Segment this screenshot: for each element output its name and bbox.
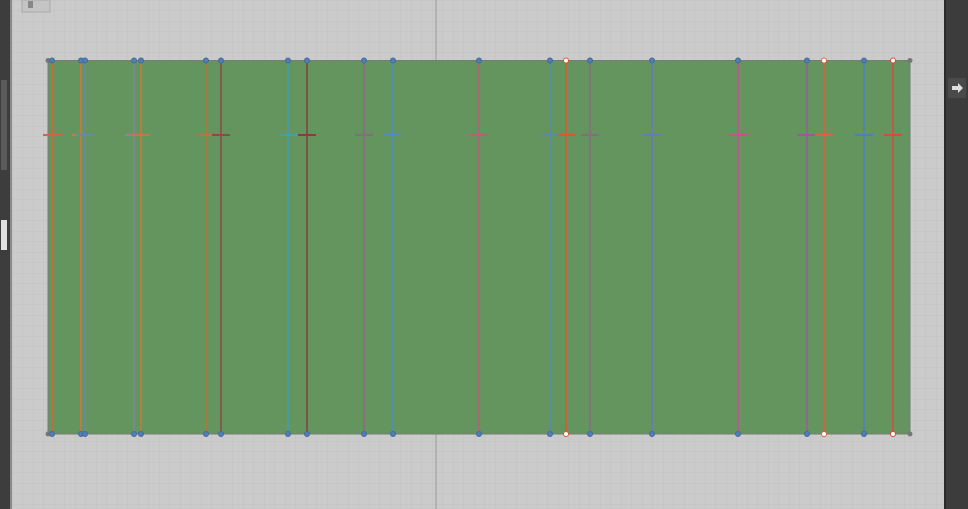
guide-handle xyxy=(82,431,88,437)
left-tab[interactable] xyxy=(1,220,7,250)
corner-icon[interactable] xyxy=(21,0,51,13)
guide-handle xyxy=(861,431,867,437)
guide-handle xyxy=(547,57,553,64)
guide-handle xyxy=(587,431,593,437)
guide-handle xyxy=(563,57,569,64)
guide-handle xyxy=(804,57,810,64)
arrow-icon xyxy=(952,83,963,93)
guide-handle xyxy=(285,57,291,64)
guide-handle xyxy=(735,431,741,437)
guide-handle xyxy=(218,431,224,437)
guide-handle xyxy=(361,431,367,437)
corner-handle xyxy=(907,431,913,437)
guide-handle xyxy=(563,431,569,437)
guide-handle xyxy=(587,57,593,64)
right-divider xyxy=(944,0,946,509)
guide-handle xyxy=(304,57,310,64)
guide-handle xyxy=(821,431,827,437)
guides xyxy=(43,57,913,437)
guide-handle xyxy=(203,57,209,64)
corner-handle xyxy=(907,58,913,63)
guide-handle xyxy=(131,431,137,437)
guide-handle xyxy=(821,57,827,64)
guide-handle xyxy=(890,431,896,437)
guide-handle xyxy=(218,57,224,64)
lock-icon xyxy=(28,1,33,8)
guide-handle xyxy=(649,57,655,64)
guide-handle xyxy=(476,431,482,437)
guide-handle xyxy=(861,57,867,64)
corner-handle xyxy=(45,431,51,437)
guide-handle xyxy=(476,57,482,64)
guide-handle xyxy=(735,57,741,64)
guide-handle xyxy=(390,57,396,64)
guide-handle xyxy=(361,57,367,64)
left-toolbar xyxy=(0,0,10,509)
guide-handle xyxy=(547,431,553,437)
right-panel xyxy=(944,0,968,509)
guide-handle xyxy=(49,431,55,437)
guide-handle xyxy=(131,57,137,64)
guide-handle xyxy=(203,431,209,437)
guide-handle xyxy=(82,57,88,64)
guide-handle xyxy=(304,431,310,437)
guide-handle xyxy=(49,57,55,64)
guide-handle xyxy=(890,57,896,64)
guide-handle xyxy=(649,431,655,437)
guide-handle xyxy=(138,57,144,64)
corner-handle xyxy=(45,58,51,63)
guide-handle xyxy=(138,431,144,437)
guide-handle xyxy=(285,431,291,437)
divider xyxy=(10,0,12,509)
guide-handle xyxy=(804,431,810,437)
left-tab[interactable] xyxy=(1,80,7,170)
guide-handle xyxy=(390,431,396,437)
